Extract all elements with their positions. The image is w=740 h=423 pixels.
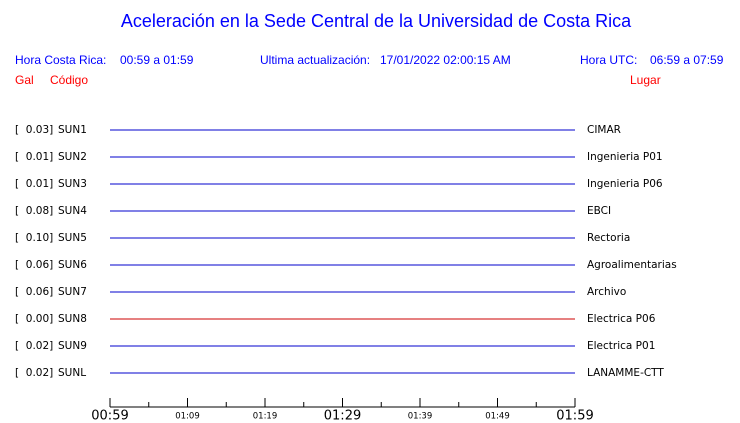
tick-label: 01:29 xyxy=(324,409,361,423)
local-range: 00:59 a 01:59 xyxy=(120,53,194,67)
station-code: SUN9 xyxy=(58,340,87,352)
station-code: SUN8 xyxy=(58,313,87,325)
station-place: Archivo xyxy=(587,286,626,298)
station-code: SUN5 xyxy=(58,232,87,244)
tick-label: 01:19 xyxy=(253,412,278,422)
station-gal: [ 0.02] xyxy=(15,340,53,352)
station-place: Electrica P01 xyxy=(587,340,655,352)
title: Aceleración en la Sede Central de la Uni… xyxy=(121,11,632,31)
tick-label: 01:39 xyxy=(408,412,433,422)
station-gal: [ 0.06] xyxy=(15,259,53,271)
gal-label: Gal xyxy=(15,73,34,87)
station-gal: [ 0.02] xyxy=(15,367,53,379)
tick-label: 01:59 xyxy=(556,409,593,423)
utc-label: Hora UTC: xyxy=(580,53,637,67)
station-gal: [ 0.10] xyxy=(15,232,53,244)
place-label: Lugar xyxy=(630,73,661,87)
tick-label: 01:49 xyxy=(485,412,510,422)
station-code: SUN6 xyxy=(58,259,87,271)
tick-label: 01:09 xyxy=(175,412,200,422)
station-code: SUN3 xyxy=(58,178,87,190)
station-gal: [ 0.08] xyxy=(15,205,53,217)
tick-label: 00:59 xyxy=(91,409,128,423)
station-gal: [ 0.06] xyxy=(15,286,53,298)
station-place: Rectoria xyxy=(587,232,630,244)
station-place: Electrica P06 xyxy=(587,313,656,325)
station-place: Agroalimentarias xyxy=(587,259,677,271)
station-gal: [ 0.01] xyxy=(15,151,53,163)
update-label: Ultima actualización: xyxy=(260,53,370,67)
station-place: EBCI xyxy=(587,205,611,217)
station-code: SUN1 xyxy=(58,124,87,136)
utc-range: 06:59 a 07:59 xyxy=(650,53,724,67)
station-code: SUN4 xyxy=(58,205,87,217)
update-time: 17/01/2022 02:00:15 AM xyxy=(380,53,511,67)
station-code: SUNL xyxy=(58,367,86,379)
station-place: Ingenieria P01 xyxy=(587,151,663,163)
station-gal: [ 0.00] xyxy=(15,313,53,325)
station-gal: [ 0.01] xyxy=(15,178,53,190)
station-place: Ingenieria P06 xyxy=(587,178,663,190)
station-code: SUN7 xyxy=(58,286,87,298)
station-place: CIMAR xyxy=(587,124,621,136)
station-place: LANAMME-CTT xyxy=(587,367,664,379)
station-gal: [ 0.03] xyxy=(15,124,53,136)
code-label: Código xyxy=(50,73,88,87)
local-label: Hora Costa Rica: xyxy=(15,53,106,67)
station-code: SUN2 xyxy=(58,151,87,163)
